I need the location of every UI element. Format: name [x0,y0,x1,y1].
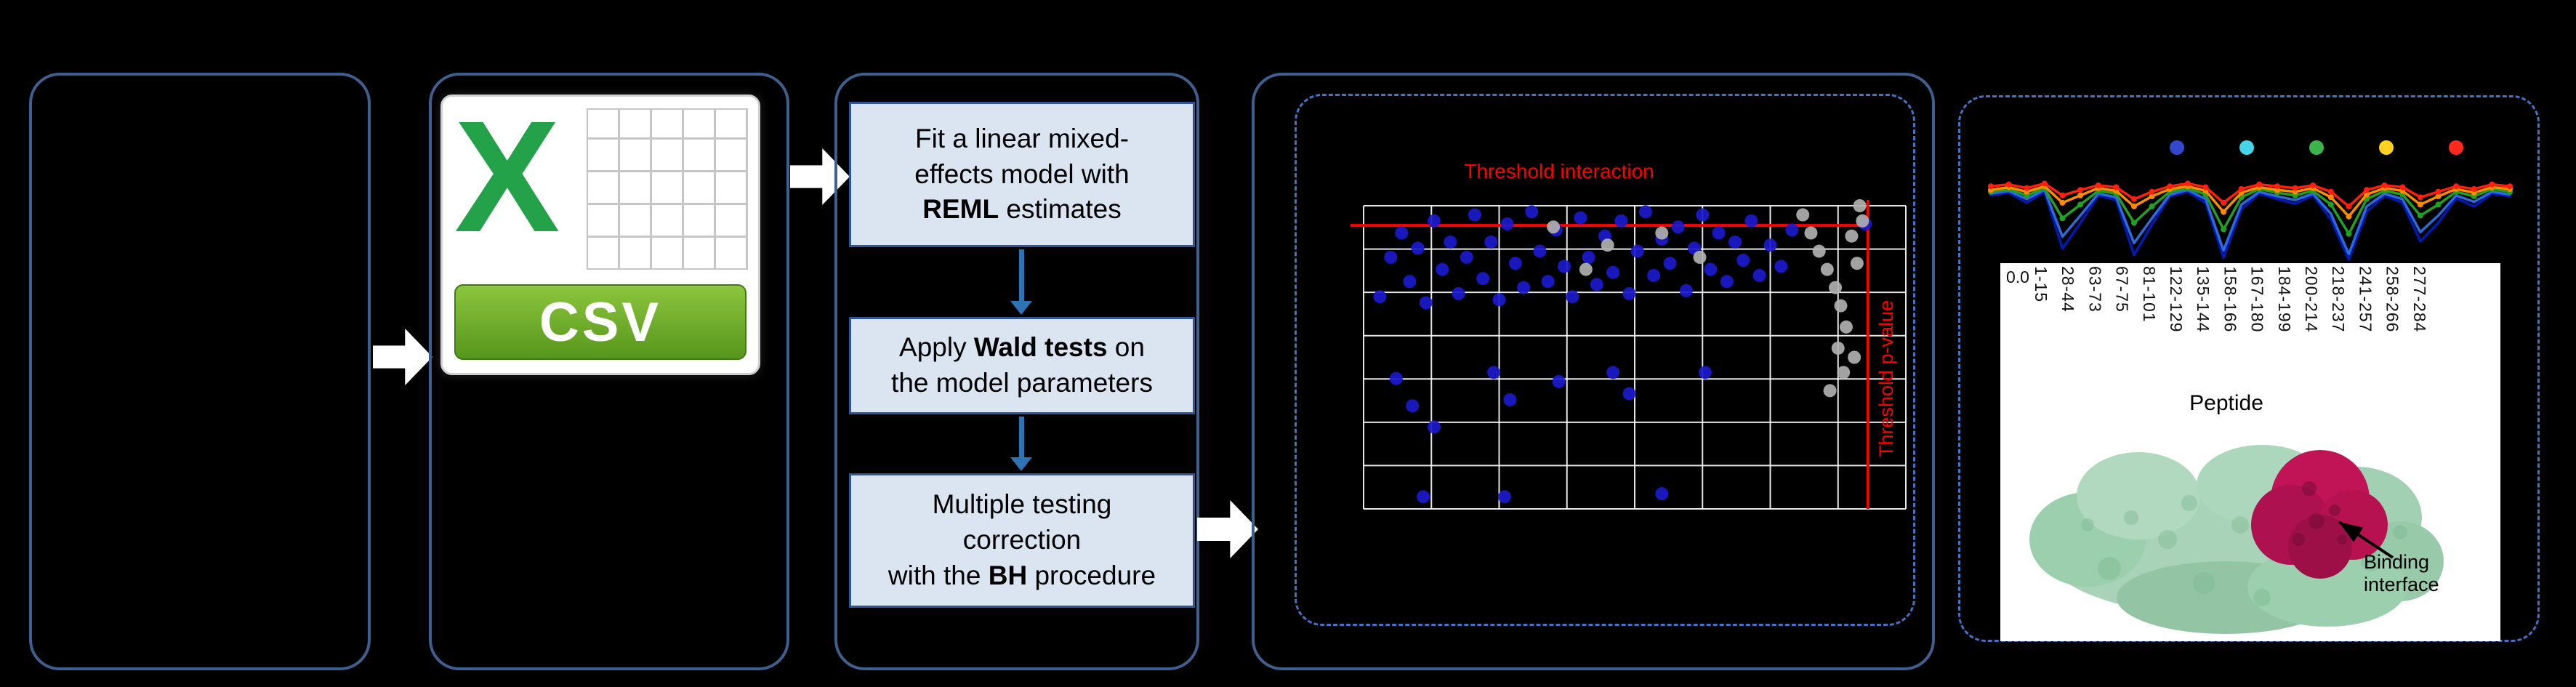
volcano-dashed-frame [1295,94,1915,626]
panel-input [29,73,371,670]
right-arrow-icon [1197,500,1258,558]
workflow-step-text: Apply Wald tests on [899,332,1145,363]
peptide-tick-label: 218-237 [2329,266,2348,333]
workflow-step-text: Fit a linear mixed- [914,123,1130,153]
panel-volcano [1252,73,1935,670]
threshold-interaction-label: Threshold interaction [1464,160,1654,182]
workflow-step-text: effects model with [914,158,1130,189]
peptide-tick-label: 200-214 [2302,266,2321,333]
peptide-tick-label: 277-284 [2410,266,2429,333]
step-fit-mixed-model: Fit a linear mixed-effects model with REM… [849,102,1195,247]
workflow-step-text: REML estimates [922,194,1122,225]
spreadsheet-grid-icon [587,108,748,270]
y-axis-tick: 0.0 [2006,268,2029,286]
peptide-figure-panel: 0.0 1-15 28-44 63-73 67-75 81-101 122-129 135-… [2000,263,2500,641]
peptide-tick-label: 81-101 [2139,266,2159,323]
workflow-step-text: Multiple testing [932,489,1112,520]
peptide-tick-label: 241-257 [2356,266,2375,333]
down-arrow-icon [1010,249,1032,315]
step-bh-correction: Multiple testing correction with the BH pr… [849,473,1195,608]
peptide-axis-label: Peptide [2189,391,2263,415]
workflow-step-text: the model parameters [891,368,1153,398]
peptide-tick-label: 184-199 [2274,266,2294,333]
peptide-tick-label: 122-129 [2167,266,2186,333]
peptide-tick-label: 67-75 [2112,266,2132,313]
peptide-tick-label: 28-44 [2058,266,2078,313]
panel-csv-file [429,73,789,670]
workflow-step-text: with the BH procedure [887,560,1156,590]
excel-x-logo: X [454,89,560,265]
peptide-tick-label: 167-180 [2247,266,2267,333]
csv-file-icon: X CSV [440,95,760,375]
peptide-tick-label: 258-266 [2383,266,2402,333]
binding-interface-arrow [2338,521,2394,559]
step-wald-tests: Apply Wald tests on the model parameters [849,317,1195,414]
volcano-scatter-plot [1351,199,1907,510]
threshold-pvalue-label: Threshold p-value [1875,300,1897,458]
peptide-tick-label: 63-73 [2085,266,2105,313]
workflow-step-text: correction [962,525,1082,555]
down-arrow-icon [1010,417,1032,471]
csv-banner-label: CSV [454,284,746,360]
panel-statistical-workflow [834,73,1199,670]
peptide-tick-label: 135-144 [2194,266,2213,333]
peptide-tick-label: 158-166 [2221,266,2240,333]
uptake-profile-chart [1988,140,2513,261]
protein-structure-image [2029,445,2444,634]
right-arrow-icon [373,329,432,385]
binding-interface-label: Binding interface [2364,551,2439,596]
peptide-tick-label: 1-15 [2032,266,2050,303]
